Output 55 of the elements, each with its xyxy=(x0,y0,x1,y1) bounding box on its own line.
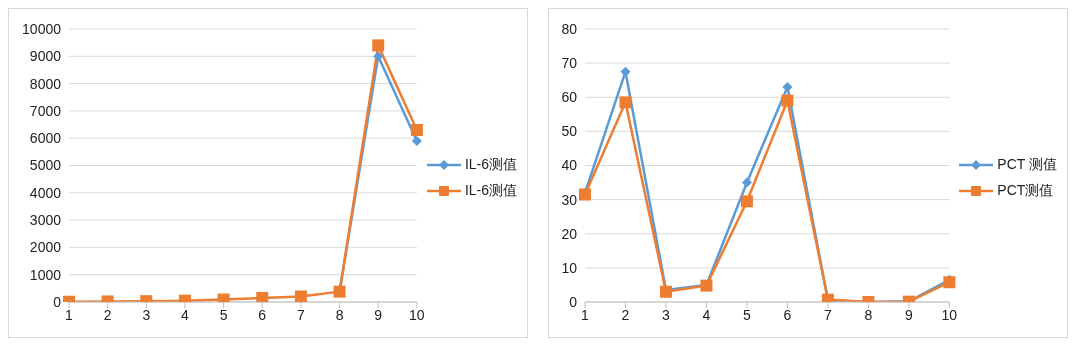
y-tick-label: 8000 xyxy=(29,75,62,92)
x-tick-label: 1 xyxy=(581,306,590,323)
y-tick-label: 60 xyxy=(561,89,578,106)
x-tick-label: 9 xyxy=(904,306,913,323)
point xyxy=(781,94,794,107)
point xyxy=(740,195,753,208)
y-tick-label: 6000 xyxy=(29,130,62,147)
y-tick-label: 20 xyxy=(561,225,578,242)
x-tick-label: 8 xyxy=(335,306,344,323)
y-tick-label: 10000 xyxy=(22,20,62,37)
x-tick-label: 1 xyxy=(65,306,74,323)
point xyxy=(411,135,422,146)
x-tick-label: 9 xyxy=(374,306,383,323)
x-tick-label: 6 xyxy=(258,306,267,323)
y-tick-label: 10 xyxy=(561,259,578,276)
y-tick-label: 2000 xyxy=(29,239,62,256)
x-tick-label: 10 xyxy=(941,306,958,323)
point xyxy=(410,124,423,137)
y-tick-label: 40 xyxy=(561,157,578,174)
x-tick-label: 3 xyxy=(662,306,671,323)
x-tick-label: 2 xyxy=(103,306,112,323)
y-tick-label: 30 xyxy=(561,191,578,208)
x-tick-label: 2 xyxy=(621,306,630,323)
legend-label: IL-6测值 xyxy=(464,156,517,174)
legend-label: PCT测值 xyxy=(997,182,1054,200)
point xyxy=(619,96,632,109)
point xyxy=(294,290,307,302)
point xyxy=(943,276,956,289)
y-tick-label: 1000 xyxy=(29,266,62,283)
y-tick-label: 9000 xyxy=(29,48,62,65)
y-tick-label: 0 xyxy=(569,293,578,310)
point xyxy=(373,51,384,62)
point xyxy=(256,291,269,302)
y-tick-label: 0 xyxy=(53,293,62,310)
legend-label: PCT 测值 xyxy=(997,156,1057,174)
x-tick-label: 5 xyxy=(743,306,752,323)
x-tick-label: 4 xyxy=(181,306,190,323)
x-tick-label: 5 xyxy=(219,306,228,323)
x-tick-label: 7 xyxy=(824,306,833,323)
y-tick-label: 3000 xyxy=(29,212,62,229)
x-tick-label: 3 xyxy=(142,306,151,323)
y-tick-label: 4000 xyxy=(29,184,62,201)
legend-label: IL-6测值 xyxy=(464,182,517,200)
x-tick-label: 8 xyxy=(864,306,873,323)
y-tick-label: 70 xyxy=(561,55,578,72)
x-tick-label: 4 xyxy=(702,306,711,323)
y-tick-label: 5000 xyxy=(29,157,62,174)
y-tick-label: 50 xyxy=(561,123,578,140)
y-tick-label: 80 xyxy=(561,20,578,37)
y-tick-label: 7000 xyxy=(29,102,62,119)
x-tick-label: 6 xyxy=(783,306,792,323)
point xyxy=(372,39,385,52)
x-tick-label: 7 xyxy=(297,306,306,323)
x-tick-label: 10 xyxy=(409,306,425,323)
point xyxy=(741,177,752,188)
